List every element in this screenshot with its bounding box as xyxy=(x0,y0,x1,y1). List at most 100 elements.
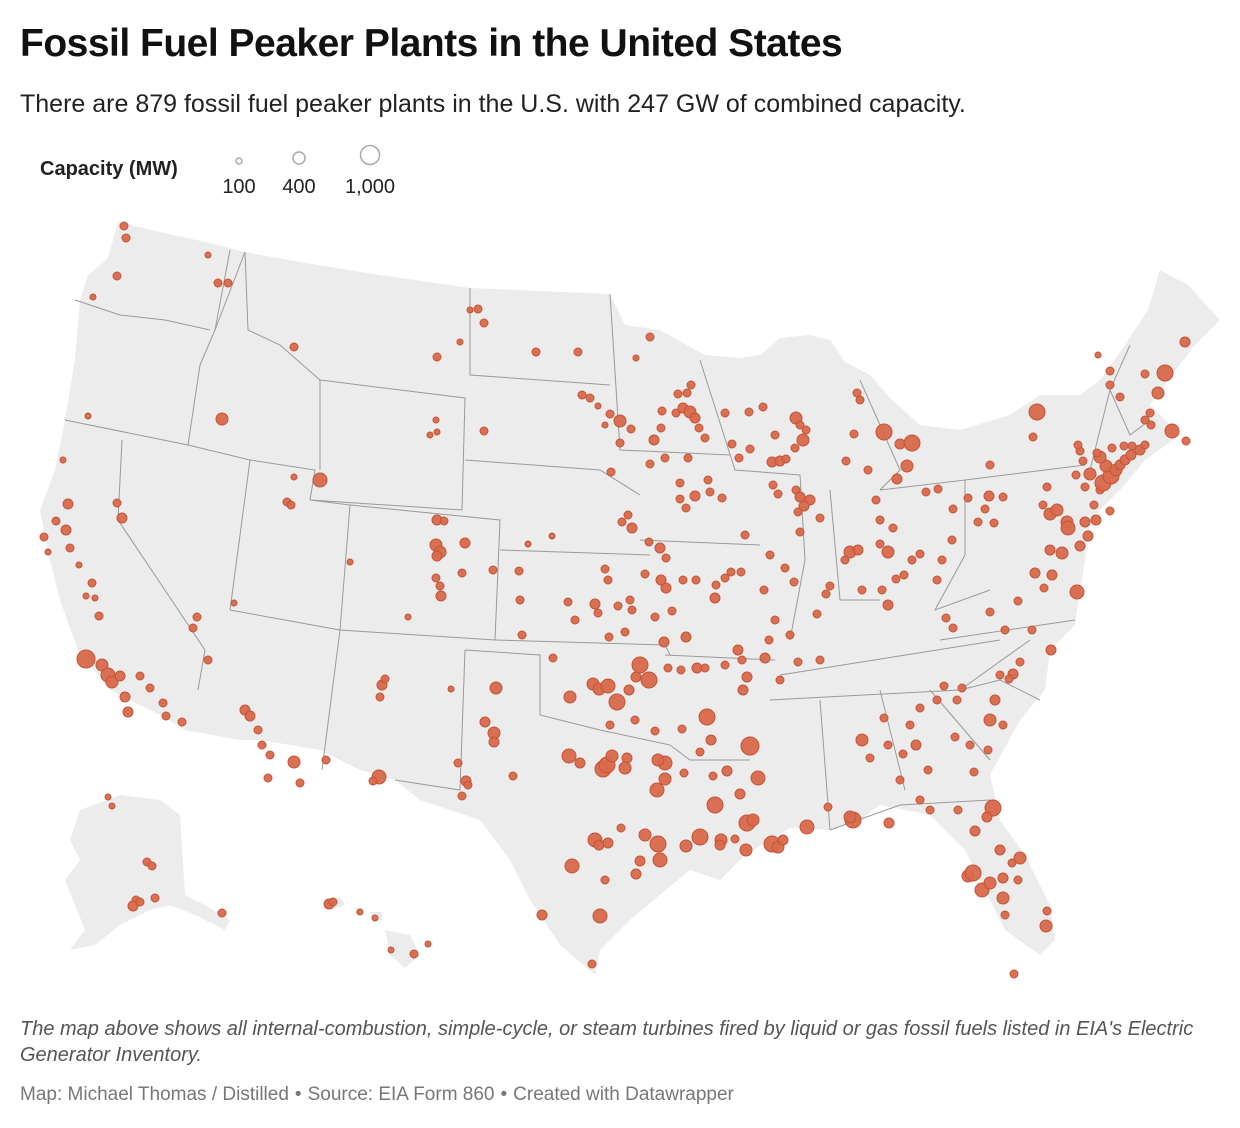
plant-marker[interactable] xyxy=(433,428,441,436)
plant-marker[interactable] xyxy=(564,858,580,874)
plant-marker[interactable] xyxy=(941,613,951,623)
plant-marker[interactable] xyxy=(135,671,145,681)
plant-marker[interactable] xyxy=(709,592,721,604)
plant-marker[interactable] xyxy=(790,443,800,453)
plant-marker[interactable] xyxy=(1000,910,1010,920)
plant-marker[interactable] xyxy=(1060,520,1076,536)
plant-marker[interactable] xyxy=(981,811,993,823)
plant-marker[interactable] xyxy=(1029,567,1041,579)
plant-marker[interactable] xyxy=(375,692,385,702)
plant-marker[interactable] xyxy=(796,433,810,447)
plant-marker[interactable] xyxy=(548,532,556,540)
plant-marker[interactable] xyxy=(953,805,963,815)
plant-marker[interactable] xyxy=(592,908,608,924)
plant-marker[interactable] xyxy=(983,876,997,890)
plant-marker[interactable] xyxy=(689,490,701,502)
plant-marker[interactable] xyxy=(680,631,692,643)
plant-marker[interactable] xyxy=(793,507,803,517)
plant-marker[interactable] xyxy=(997,872,1009,884)
plant-marker[interactable] xyxy=(121,233,131,243)
plant-marker[interactable] xyxy=(627,605,637,615)
plant-marker[interactable] xyxy=(921,487,931,497)
plant-marker[interactable] xyxy=(651,753,665,767)
plant-marker[interactable] xyxy=(996,891,1010,905)
plant-marker[interactable] xyxy=(700,663,710,673)
plant-marker[interactable] xyxy=(998,720,1008,730)
plant-marker[interactable] xyxy=(65,543,75,553)
plant-marker[interactable] xyxy=(969,825,981,837)
plant-marker[interactable] xyxy=(321,755,331,765)
plant-marker[interactable] xyxy=(744,407,754,417)
plant-marker[interactable] xyxy=(312,472,328,488)
plant-marker[interactable] xyxy=(1042,906,1052,916)
plant-marker[interactable] xyxy=(615,438,625,448)
plant-marker[interactable] xyxy=(708,771,718,781)
plant-marker[interactable] xyxy=(625,595,635,605)
plant-marker[interactable] xyxy=(604,632,614,642)
plant-marker[interactable] xyxy=(843,810,857,824)
plant-marker[interactable] xyxy=(815,513,825,523)
plant-marker[interactable] xyxy=(135,897,145,907)
plant-marker[interactable] xyxy=(741,671,753,683)
plant-marker[interactable] xyxy=(1146,420,1156,430)
plant-marker[interactable] xyxy=(613,414,627,428)
plant-marker[interactable] xyxy=(632,354,640,362)
plant-marker[interactable] xyxy=(1028,403,1046,421)
plant-marker[interactable] xyxy=(380,674,390,684)
plant-marker[interactable] xyxy=(656,423,666,433)
plant-marker[interactable] xyxy=(593,608,603,618)
plant-marker[interactable] xyxy=(1073,440,1083,450)
plant-marker[interactable] xyxy=(764,635,774,645)
plant-marker[interactable] xyxy=(188,623,198,633)
plant-marker[interactable] xyxy=(983,713,997,727)
plant-marker[interactable] xyxy=(587,959,597,969)
plant-marker[interactable] xyxy=(1028,432,1038,442)
plant-marker[interactable] xyxy=(905,720,915,730)
plant-marker[interactable] xyxy=(1105,380,1115,390)
plant-marker[interactable] xyxy=(654,542,666,554)
plant-marker[interactable] xyxy=(1039,583,1049,593)
plant-marker[interactable] xyxy=(714,839,726,851)
plant-marker[interactable] xyxy=(1105,366,1115,376)
plant-marker[interactable] xyxy=(915,795,925,805)
plant-marker[interactable] xyxy=(989,694,1001,706)
plant-marker[interactable] xyxy=(59,456,67,464)
plant-marker[interactable] xyxy=(1090,514,1102,526)
plant-marker[interactable] xyxy=(606,467,616,477)
plant-marker[interactable] xyxy=(435,590,447,602)
plant-marker[interactable] xyxy=(463,780,473,790)
plant-marker[interactable] xyxy=(676,665,686,675)
plant-marker[interactable] xyxy=(112,271,122,281)
plant-marker[interactable] xyxy=(517,630,527,640)
plant-marker[interactable] xyxy=(841,456,851,466)
plant-marker[interactable] xyxy=(122,706,134,718)
plant-marker[interactable] xyxy=(770,615,780,625)
plant-marker[interactable] xyxy=(1013,851,1027,865)
plant-marker[interactable] xyxy=(39,532,49,542)
plant-marker[interactable] xyxy=(479,716,491,728)
plant-marker[interactable] xyxy=(203,655,213,665)
plant-marker[interactable] xyxy=(717,493,727,503)
plant-marker[interactable] xyxy=(1078,456,1088,466)
plant-marker[interactable] xyxy=(1027,625,1037,635)
plant-marker[interactable] xyxy=(648,434,660,446)
plant-marker[interactable] xyxy=(536,909,548,921)
plant-marker[interactable] xyxy=(691,828,709,846)
plant-marker[interactable] xyxy=(1038,500,1048,510)
plant-marker[interactable] xyxy=(825,581,835,591)
plant-marker[interactable] xyxy=(644,537,654,547)
plant-marker[interactable] xyxy=(573,347,583,357)
plant-marker[interactable] xyxy=(727,439,737,449)
plant-marker[interactable] xyxy=(883,817,895,829)
plant-marker[interactable] xyxy=(768,480,778,490)
plant-marker[interactable] xyxy=(736,567,746,577)
plant-marker[interactable] xyxy=(678,575,688,585)
plant-marker[interactable] xyxy=(706,796,724,814)
plant-marker[interactable] xyxy=(658,772,672,786)
plant-marker[interactable] xyxy=(431,550,443,562)
plant-marker[interactable] xyxy=(230,599,238,607)
plant-marker[interactable] xyxy=(253,725,263,735)
plant-marker[interactable] xyxy=(777,834,789,846)
plant-marker[interactable] xyxy=(1083,467,1097,481)
plant-marker[interactable] xyxy=(605,409,615,419)
